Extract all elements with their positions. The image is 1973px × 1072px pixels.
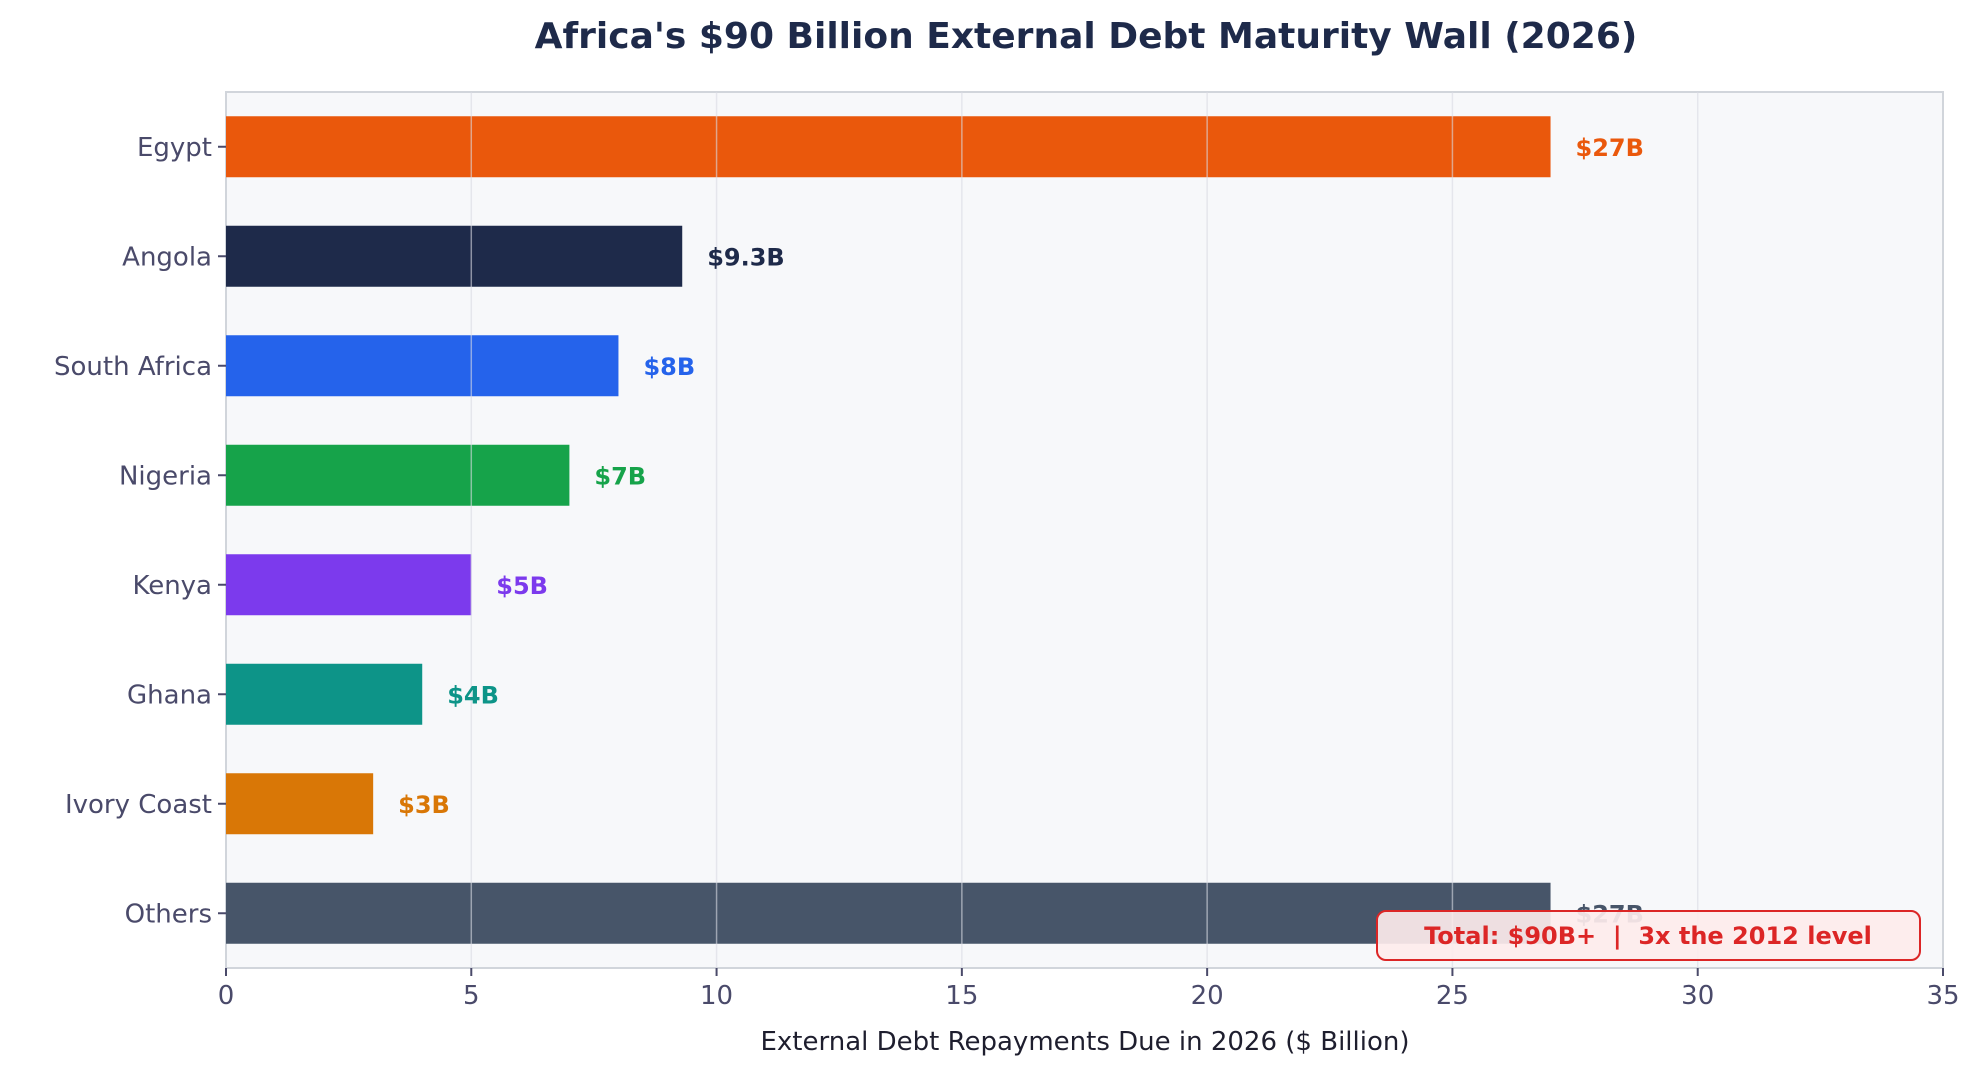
bar-ghana [226, 663, 423, 725]
y-tick-label: Angola [122, 242, 212, 272]
data-label: $8B [643, 353, 695, 381]
annotation-box [1376, 910, 1921, 961]
bar-kenya [226, 554, 472, 616]
bar-others [226, 882, 1551, 944]
y-tick-label: Kenya [132, 571, 212, 601]
plot-area [225, 91, 1944, 969]
x-axis-label: External Debt Repayments Due in 2026 ($ … [760, 1027, 1409, 1057]
y-tick-label: Ivory Coast [65, 790, 212, 820]
data-label: $9.3B [707, 243, 785, 271]
x-tick-label: 25 [1436, 981, 1469, 1011]
data-label: $27B [1576, 134, 1644, 162]
data-label: $3B [398, 791, 450, 819]
y-tick-label: South Africa [54, 352, 212, 382]
total-annotation: Total: $90B+ | 3x the 2012 level [1376, 910, 1921, 961]
bar-ivory-coast [226, 773, 374, 835]
x-tick-label: 10 [700, 981, 733, 1011]
chart-title: Africa's $90 Billion External Debt Matur… [535, 16, 1638, 57]
y-tick-label: Egypt [137, 133, 212, 163]
bar-nigeria [226, 444, 570, 506]
x-tick-label: 0 [218, 981, 235, 1011]
y-tick-label: Others [125, 899, 212, 929]
x-tick-label: 35 [1926, 981, 1959, 1011]
y-tick-label: Ghana [127, 680, 212, 710]
bar-egypt [226, 116, 1551, 178]
x-tick-label: 20 [1191, 981, 1224, 1011]
data-label: $7B [594, 462, 646, 490]
x-tick-label: 30 [1681, 981, 1714, 1011]
bar-angola [226, 225, 683, 287]
bar-south-africa [226, 335, 619, 397]
x-tick-label: 15 [945, 981, 978, 1011]
x-tick-label: 5 [463, 981, 480, 1011]
y-tick-label: Nigeria [119, 461, 212, 491]
data-label: $5B [496, 572, 548, 600]
annotation-text: Total: $90B+ | 3x the 2012 level [1424, 922, 1872, 950]
data-label: $4B [447, 681, 499, 709]
